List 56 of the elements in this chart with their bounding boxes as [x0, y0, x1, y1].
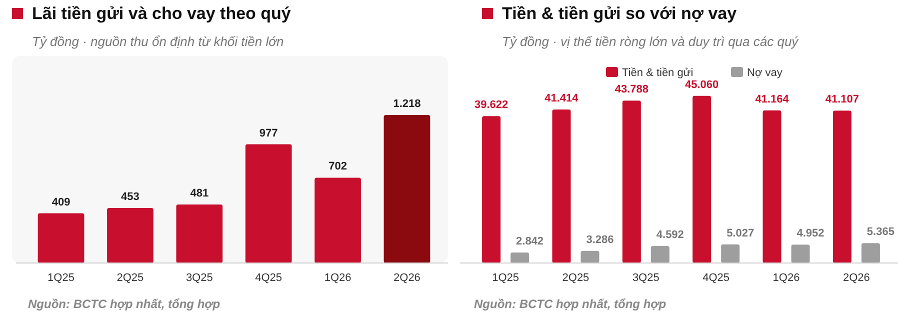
chart-subtitle: Tỷ đồng · vị thế tiền ròng lớn và duy trì qua các quý	[502, 34, 800, 49]
data-label: 4.592	[656, 228, 684, 241]
bar	[482, 116, 501, 263]
bar	[692, 96, 712, 263]
data-label: 45.060	[685, 78, 719, 91]
bar	[622, 100, 641, 263]
bar	[107, 208, 154, 263]
data-label: 1.218	[393, 98, 421, 110]
bar	[721, 244, 740, 263]
bar	[580, 250, 600, 263]
x-tick-label: 1Q25	[48, 272, 74, 284]
x-tick-label: 2Q26	[842, 272, 870, 284]
x-tick-label: 2Q25	[116, 272, 144, 284]
data-label: 481	[190, 188, 209, 200]
x-tick-label: 4Q25	[702, 272, 730, 284]
chart-title: Lãi tiền gửi và cho vay theo quý	[32, 4, 292, 23]
legend-label: Nợ vay	[747, 67, 783, 79]
chart-subtitle: Tỷ đồng · nguồn thu ổn định từ khối tiền lớn	[32, 34, 284, 49]
bar	[762, 110, 782, 263]
data-label: 702	[328, 160, 347, 173]
bar	[832, 110, 852, 263]
bar	[38, 213, 84, 263]
data-label: 977	[259, 127, 278, 140]
bar	[176, 204, 223, 263]
x-tick-label: 3Q25	[186, 272, 213, 284]
bar	[384, 115, 430, 263]
x-tick-label: 2Q25	[562, 272, 590, 284]
data-label: 4.952	[796, 228, 824, 240]
bar	[314, 178, 361, 263]
bar	[650, 246, 670, 263]
data-label: 3.286	[586, 234, 614, 246]
x-tick-label: 1Q25	[492, 272, 520, 284]
bar	[245, 144, 292, 263]
data-label: 453	[121, 190, 140, 203]
text: Nguồn: BCTC hợp nhất, tổng hợp	[474, 297, 666, 311]
data-label: 5.365	[866, 226, 894, 238]
data-label: 43.788	[614, 84, 648, 96]
data-label: 41.107	[825, 94, 860, 106]
legend-label: Tiền & tiền gửi	[622, 67, 694, 79]
text: Nguồn: BCTC hợp nhất, tổng hợp	[28, 297, 220, 311]
data-label: 409	[52, 196, 70, 208]
data-label: 5.027	[726, 227, 754, 240]
data-label: 2.842	[516, 235, 544, 248]
bar	[861, 243, 880, 263]
bar	[510, 252, 530, 263]
bar	[791, 244, 810, 263]
bar	[552, 109, 571, 263]
x-tick-label: 1Q26	[772, 272, 800, 284]
data-label: 41.414	[544, 92, 580, 104]
x-tick-label: 4Q25	[255, 272, 282, 284]
data-label: 41.164	[755, 93, 790, 106]
x-tick-label: 2Q26	[394, 272, 420, 284]
x-tick-label: 3Q25	[632, 272, 660, 284]
data-label: 39.622	[474, 99, 508, 112]
x-tick-label: 1Q26	[324, 272, 352, 284]
chart-title: Tiền & tiền gửi so với nợ vay	[502, 4, 738, 23]
